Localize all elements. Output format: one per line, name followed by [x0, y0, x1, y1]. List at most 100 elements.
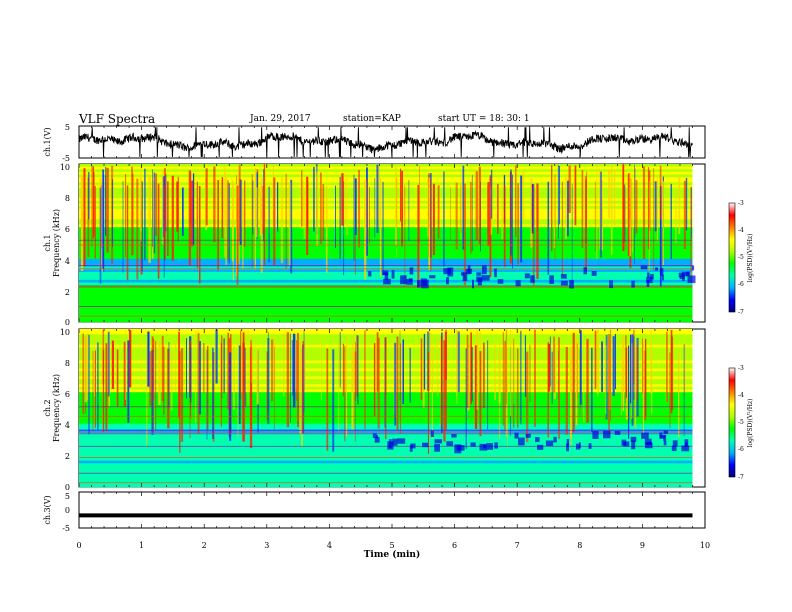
ch2-spectrogram-streak: [467, 344, 470, 411]
ch2-spectrogram-streak: [332, 349, 335, 452]
ch1-spectrogram-patch: [497, 279, 504, 284]
ch2-spectrogram-patch: [374, 437, 380, 443]
ch1-spectrogram-streak: [400, 168, 402, 222]
ch1-spectrogram-streak: [594, 181, 596, 252]
ch1-spectrogram-patch: [383, 272, 389, 276]
ch1-spectrogram-band-line: [79, 239, 693, 241]
ch2-spectrogram-patch: [535, 437, 540, 442]
ch1-spectrogram-streak: [335, 185, 336, 249]
ch2-spectrogram-band-line: [79, 415, 693, 417]
ch1-spectrogram-streak: [153, 172, 156, 254]
ch2-spectrogram-streak: [474, 345, 478, 429]
ch1-spectrogram-streak: [277, 182, 279, 232]
ch1-spectrogram-streak: [94, 186, 96, 259]
ch1-spectrogram-streak: [280, 177, 284, 264]
time-axis-ticklabel: 6: [452, 541, 457, 550]
ch2-spectrogram-streak: [549, 336, 551, 387]
ch1-spectrogram-streak: [568, 165, 571, 213]
ch3-waveform-ytick-mid: 0: [65, 506, 70, 515]
ch1-spectrogram-streak: [470, 181, 472, 254]
ch2-spectrogram-streak: [197, 333, 200, 435]
ch2-spectrogram-streak: [147, 331, 150, 387]
ch1-waveform-trace: [78, 127, 693, 158]
ch1-spectrogram-streak: [510, 169, 512, 256]
ch2-spectrogram-streak: [494, 343, 496, 401]
ch1-spectrogram-streak: [132, 173, 134, 255]
ch2-spectrogram-streak: [94, 350, 96, 428]
ch1-spectrogram-streak: [167, 181, 169, 256]
time-axis-ticklabel: 8: [577, 541, 582, 550]
ch2-spectrogram-row: [79, 447, 693, 451]
ch1-spectrogram-streak: [530, 178, 533, 248]
ch2-spectrogram-streak: [242, 332, 245, 396]
time-axis-ticklabel: 2: [202, 541, 207, 550]
ch1-spectrogram-row: [79, 237, 693, 241]
ch1-ytick-0: 0: [65, 318, 70, 327]
ch1-ytick-8: 8: [65, 194, 70, 203]
ch1-spectrogram-streak: [161, 169, 164, 245]
ch1-spectrogram-streak: [629, 173, 632, 257]
ch1-spectrogram-patch: [417, 280, 421, 288]
ch2-spectrogram-patch: [434, 439, 442, 444]
ch1-spectrogram-streak: [691, 187, 692, 239]
ch1-spectrogram-streak: [155, 173, 157, 237]
ch1-spectrogram-band-line: [79, 285, 693, 287]
ch2-spectrogram-streak: [551, 351, 553, 404]
ch2-spectrogram-patch: [451, 434, 457, 438]
ch2-spectrogram-yticklabels: 0 2 4 6 8 10: [60, 328, 70, 492]
ch3-waveform-ticks: [78, 492, 706, 528]
ch2-spectrogram-streak: [158, 341, 161, 405]
ch1-spectrogram-streak: [99, 187, 102, 284]
ch1-spectrogram-row: [79, 182, 693, 186]
ch2-spectrogram-streak: [352, 336, 354, 419]
ch1-spectrogram-row: [79, 258, 693, 262]
ch2-spectrogram-streak: [299, 342, 301, 435]
ch2-spectrogram-streak: [420, 338, 423, 400]
ch1-spectrogram-row: [79, 235, 693, 239]
ch1-spectrogram-panel: 0 2 4 6 8 10 ch.1 Frequency (kHz): [43, 163, 706, 327]
ch2-spectrogram-streak: [215, 329, 218, 384]
ch2-ytick-2: 2: [65, 452, 70, 461]
ch2-spectrogram-patch: [614, 430, 621, 435]
ch1-spectrogram-row: [79, 293, 693, 296]
ch1-spectrogram-patch: [391, 270, 395, 279]
ch2-spectrogram-streak: [572, 332, 575, 433]
ch1-spectrogram-patch: [687, 275, 696, 284]
ch1-spectrogram-streak: [88, 172, 90, 220]
start-time-label: start UT = 18: 30: 1: [438, 114, 530, 124]
ch1-spectrogram-patch: [443, 268, 452, 275]
ch2-spectrogram-patch: [397, 438, 406, 444]
ch2-spectrogram-streak: [520, 330, 522, 425]
ch2-spectrogram-streak: [642, 338, 643, 395]
ch1-spectrogram-row: [79, 171, 693, 175]
ch2-spectrogram-streak: [293, 333, 296, 408]
ch2-spectrogram-patch: [566, 439, 569, 447]
ch1-spectrogram-row: [79, 319, 693, 323]
ch2-spectrogram-streak: [517, 348, 519, 428]
ch2-spectrogram-streak: [88, 334, 90, 435]
ch2-spectrogram-streak: [111, 340, 114, 389]
ch1-ytick-2: 2: [65, 288, 70, 297]
ch2-spectrogram-streak: [161, 335, 164, 402]
ch1-spectrogram-streak: [182, 187, 184, 236]
ch2-spectrogram-patch: [387, 441, 394, 450]
ch1-spectrogram-patch: [660, 268, 664, 276]
ch1-spectrogram-streak: [561, 181, 563, 275]
ch2-spectrogram-row: [79, 331, 693, 335]
ch2-colorbar: -3 -4 -5 -6 -7 log(PSD)(V²/Hz): [728, 365, 754, 481]
ch2-spectrogram-streak: [399, 343, 402, 434]
ch1-spectrogram-streak: [191, 180, 194, 247]
ch1-spectrogram-streak: [301, 170, 303, 227]
ch1-spectrogram-row: [79, 174, 693, 178]
ch1-spectrogram-streak: [565, 174, 568, 239]
ch2-spectrogram-streak: [621, 336, 623, 394]
ch2-spectrogram-patch: [578, 442, 581, 449]
ch1-spectrogram-row: [79, 224, 693, 228]
ch1-spectrogram-yticklabels: 0 2 4 6 8 10: [60, 163, 70, 327]
ch1-spectrogram-streak: [140, 174, 142, 231]
ch2-spectrogram-streak: [605, 346, 607, 415]
ch2-spectrogram-image: [79, 329, 693, 488]
ch2-spectrogram-streak: [650, 329, 652, 394]
ch1-spectrogram-streak: [224, 166, 226, 258]
ch1-spectrogram-streak: [662, 181, 664, 266]
